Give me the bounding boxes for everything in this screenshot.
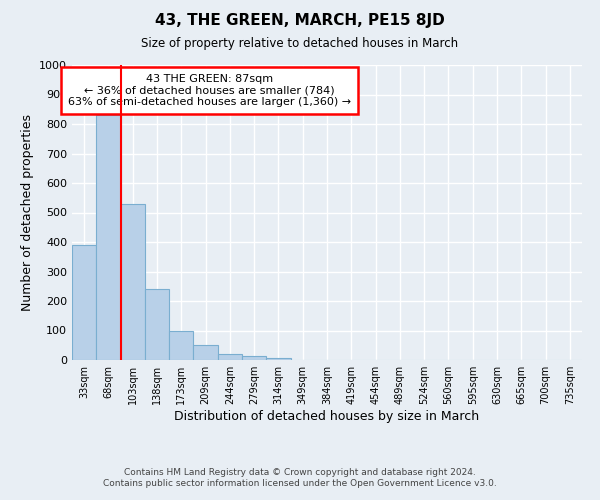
Bar xyxy=(242,356,266,360)
Bar xyxy=(121,204,145,360)
Text: Contains HM Land Registry data © Crown copyright and database right 2024.
Contai: Contains HM Land Registry data © Crown c… xyxy=(103,468,497,487)
X-axis label: Distribution of detached houses by size in March: Distribution of detached houses by size … xyxy=(175,410,479,423)
Bar xyxy=(145,289,169,360)
Bar xyxy=(266,358,290,360)
Bar xyxy=(218,354,242,360)
Bar xyxy=(193,344,218,360)
Text: 43 THE GREEN: 87sqm
← 36% of detached houses are smaller (784)
63% of semi-detac: 43 THE GREEN: 87sqm ← 36% of detached ho… xyxy=(68,74,351,107)
Bar xyxy=(72,245,96,360)
Text: 43, THE GREEN, MARCH, PE15 8JD: 43, THE GREEN, MARCH, PE15 8JD xyxy=(155,12,445,28)
Text: Size of property relative to detached houses in March: Size of property relative to detached ho… xyxy=(142,38,458,51)
Y-axis label: Number of detached properties: Number of detached properties xyxy=(20,114,34,311)
Bar xyxy=(96,115,121,360)
Bar xyxy=(169,332,193,360)
